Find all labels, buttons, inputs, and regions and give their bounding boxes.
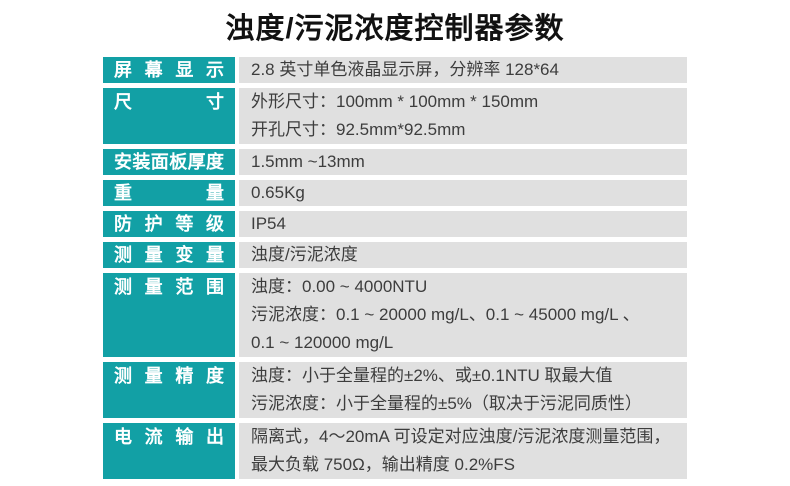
spec-value-line: 2.8 英寸单色液晶显示屏，分辨率 128*64	[251, 60, 559, 79]
spec-table: 屏幕显示 2.8 英寸单色液晶显示屏，分辨率 128*64 尺寸 外形尺寸：10…	[103, 57, 687, 479]
spec-value-line: 浊度/污泥浓度	[251, 245, 358, 264]
spec-row-protection-rating: 防护等级 IP54	[103, 211, 687, 237]
spec-value-line: 浊度：0.00 ~ 4000NTU	[251, 277, 428, 296]
spec-value-line: 污泥浓度：0.1 ~ 20000 mg/L、0.1 ~ 45000 mg/L 、	[251, 305, 640, 324]
spec-label: 尺寸	[103, 88, 235, 144]
spec-value-line: 1.5mm ~13mm	[251, 152, 365, 171]
spec-value-line: IP54	[251, 214, 286, 233]
spec-row-measuring-range: 测量范围 浊度：0.00 ~ 4000NTU 污泥浓度：0.1 ~ 20000 …	[103, 273, 687, 357]
spec-value-line: 开孔尺寸：92.5mm*92.5mm	[251, 120, 466, 139]
spec-value-line: 浊度：小于全量程的±2%、或±0.1NTU 取最大值	[251, 366, 613, 385]
spec-label: 电流输出	[103, 423, 235, 479]
spec-value-line: 外形尺寸：100mm * 100mm * 150mm	[251, 92, 539, 111]
spec-label: 安装面板厚度	[103, 149, 235, 175]
spec-value-line: 最大负载 750Ω，输出精度 0.2%FS	[251, 455, 515, 474]
spec-value: 外形尺寸：100mm * 100mm * 150mm 开孔尺寸：92.5mm*9…	[239, 88, 687, 144]
spec-value-line: 隔离式，4～20mA 可设定对应浊度/污泥浓度测量范围，	[251, 427, 671, 446]
spec-label: 测量范围	[103, 273, 235, 357]
spec-value: 2.8 英寸单色液晶显示屏，分辨率 128*64	[239, 57, 687, 83]
spec-value-line: 0.65Kg	[251, 183, 305, 202]
spec-value-line: 污泥浓度：小于全量程的±5%（取决于污泥同质性）	[251, 394, 642, 413]
spec-label: 屏幕显示	[103, 57, 235, 83]
spec-row-dimensions: 尺寸 外形尺寸：100mm * 100mm * 150mm 开孔尺寸：92.5m…	[103, 88, 687, 144]
spec-value: IP54	[239, 211, 687, 237]
spec-value: 0.65Kg	[239, 180, 687, 206]
spec-label: 防护等级	[103, 211, 235, 237]
spec-row-measured-variables: 测量变量 浊度/污泥浓度	[103, 242, 687, 268]
spec-value: 浊度/污泥浓度	[239, 242, 687, 268]
spec-row-measuring-accuracy: 测量精度 浊度：小于全量程的±2%、或±0.1NTU 取最大值 污泥浓度：小于全…	[103, 362, 687, 418]
spec-value: 隔离式，4～20mA 可设定对应浊度/污泥浓度测量范围， 最大负载 750Ω，输…	[239, 423, 687, 479]
spec-row-weight: 重量 0.65Kg	[103, 180, 687, 206]
spec-value: 浊度：小于全量程的±2%、或±0.1NTU 取最大值 污泥浓度：小于全量程的±5…	[239, 362, 687, 418]
spec-label: 测量变量	[103, 242, 235, 268]
page-title: 浊度/污泥浓度控制器参数	[225, 13, 565, 45]
spec-value: 浊度：0.00 ~ 4000NTU 污泥浓度：0.1 ~ 20000 mg/L、…	[239, 273, 687, 357]
spec-label: 重量	[103, 180, 235, 206]
spec-label: 测量精度	[103, 362, 235, 418]
spec-row-panel-thickness: 安装面板厚度 1.5mm ~13mm	[103, 149, 687, 175]
spec-row-screen-display: 屏幕显示 2.8 英寸单色液晶显示屏，分辨率 128*64	[103, 57, 687, 83]
spec-value: 1.5mm ~13mm	[239, 149, 687, 175]
spec-row-current-output: 电流输出 隔离式，4～20mA 可设定对应浊度/污泥浓度测量范围， 最大负载 7…	[103, 423, 687, 479]
spec-value-line: 0.1 ~ 120000 mg/L	[251, 333, 394, 352]
